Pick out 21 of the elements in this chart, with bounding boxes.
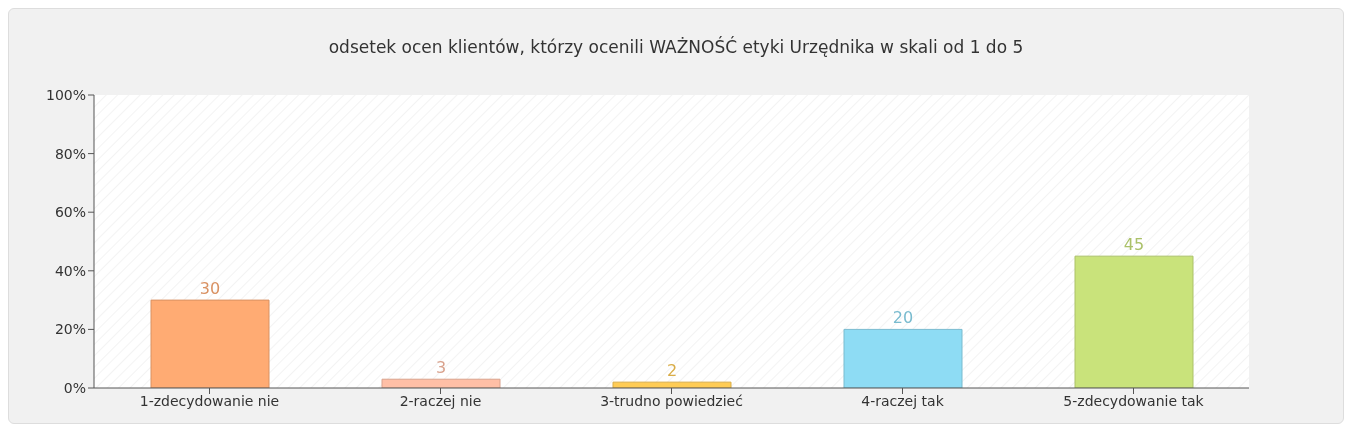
data-label: 45	[1123, 235, 1145, 255]
y-tick-label: 0%	[63, 379, 86, 396]
bar	[612, 381, 732, 388]
x-tick-label: 2-raczej nie	[399, 392, 482, 409]
y-tick-label: 40%	[54, 262, 86, 279]
x-tick-label: 1-zdecydowanie nie	[139, 392, 280, 409]
y-tick-label: 60%	[54, 204, 86, 221]
data-label: 3	[435, 358, 447, 378]
x-tick-label: 5-zdecydowanie tak	[1063, 392, 1205, 409]
x-tick-label: 4-raczej tak	[861, 392, 945, 409]
data-label: 2	[666, 361, 678, 381]
y-tick-label: 80%	[54, 145, 86, 162]
bar	[1074, 255, 1194, 388]
bar	[843, 328, 963, 388]
chart-title: odsetek ocen klientów, którzy ocenili WAŻNOŚĆ etyki Urzędnika w skali od 1 do 5	[327, 35, 1025, 59]
y-tick-label: 100%	[45, 86, 86, 103]
data-label: 20	[892, 308, 914, 328]
y-tick-label: 20%	[54, 321, 86, 338]
x-tick-label: 3-trudno powiedzieć	[600, 392, 743, 409]
bar	[150, 299, 270, 388]
data-label: 30	[199, 279, 221, 299]
